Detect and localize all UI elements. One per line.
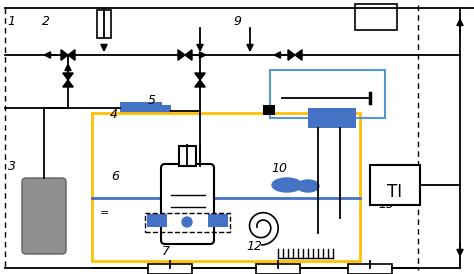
Bar	[162, 105, 171, 117]
Text: 9: 9	[233, 15, 241, 28]
Text: 1: 1	[7, 15, 15, 28]
Bar	[97, 10, 111, 38]
Bar	[92, 113, 360, 261]
Text: 6: 6	[111, 170, 119, 183]
Text: =: =	[100, 208, 109, 218]
Polygon shape	[63, 73, 73, 80]
Circle shape	[182, 217, 192, 227]
Polygon shape	[185, 50, 192, 60]
Bar	[263, 105, 275, 115]
Text: 13: 13	[378, 198, 394, 211]
Text: TI: TI	[387, 183, 402, 201]
Text: 11: 11	[320, 107, 336, 120]
Bar	[179, 146, 196, 166]
Text: 3: 3	[8, 160, 16, 173]
Text: 7: 7	[162, 245, 170, 258]
Bar	[256, 264, 300, 274]
Text: 5: 5	[148, 94, 156, 107]
Bar	[147, 214, 167, 227]
Polygon shape	[63, 80, 73, 87]
Bar	[208, 214, 228, 227]
Polygon shape	[195, 80, 205, 87]
Bar	[308, 108, 356, 128]
Bar	[270, 70, 385, 118]
Bar	[148, 264, 192, 274]
Polygon shape	[295, 50, 302, 60]
Text: 4: 4	[110, 108, 118, 121]
Text: 10: 10	[271, 162, 287, 175]
Polygon shape	[61, 50, 68, 60]
Bar	[145, 213, 230, 232]
Polygon shape	[178, 50, 185, 60]
Text: 12: 12	[246, 240, 262, 253]
Bar	[370, 165, 420, 205]
Bar	[120, 102, 162, 120]
Ellipse shape	[272, 178, 302, 192]
FancyBboxPatch shape	[161, 164, 214, 244]
Text: 2: 2	[42, 15, 50, 28]
Polygon shape	[288, 50, 295, 60]
Bar	[355, 4, 397, 30]
Polygon shape	[68, 50, 75, 60]
Ellipse shape	[297, 180, 319, 192]
FancyBboxPatch shape	[22, 178, 66, 254]
Polygon shape	[195, 73, 205, 80]
Bar	[348, 264, 392, 274]
